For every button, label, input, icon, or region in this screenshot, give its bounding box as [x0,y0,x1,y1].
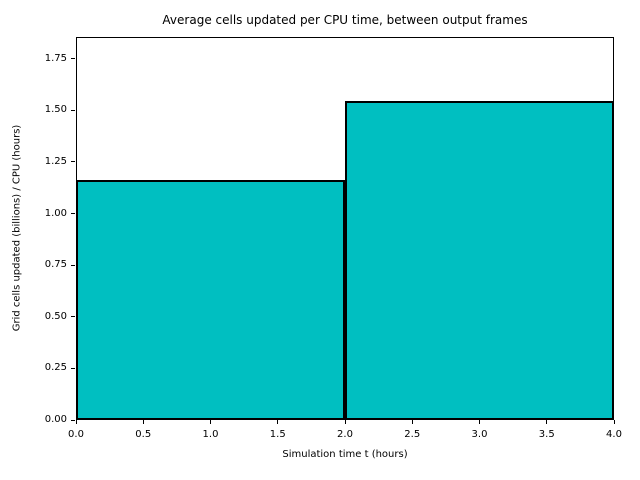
x-tick-label: 1.5 [269,429,286,440]
x-tick-mark [142,420,144,424]
x-tick-mark [613,420,615,424]
x-tick-mark [479,420,480,424]
y-tick-mark [71,213,75,215]
y-tick-mark [71,264,75,266]
x-tick-mark [210,420,211,424]
x-tick-label: 0.5 [135,429,152,440]
y-tick-mark [71,161,75,163]
y-tick-label: 1.50 [44,104,67,116]
y-tick-label: 0.25 [44,362,67,374]
x-axis-label: Simulation time t (hours) [282,449,408,460]
x-tick-mark [411,420,413,424]
x-tick-label: 3.5 [538,429,555,440]
bar [345,101,614,420]
y-tick-mark [71,419,75,421]
y-tick-mark [71,316,75,318]
y-tick-mark [71,367,75,369]
bar [76,180,345,420]
x-tick-mark [546,420,548,424]
x-tick-mark [344,420,346,424]
y-tick-label: 0.00 [44,414,67,425]
y-tick-mark [71,58,75,60]
x-tick-mark [75,420,77,424]
x-tick-label: 3.0 [471,429,488,440]
y-tick-label: 1.75 [44,52,67,64]
x-tick-label: 1.0 [202,429,219,440]
x-tick-label: 0.0 [68,429,84,440]
y-tick-label: 0.50 [44,310,67,322]
y-tick-label: 1.25 [44,155,67,167]
x-tick-label: 4.0 [606,429,622,440]
x-tick-label: 2.0 [337,429,353,440]
y-tick-label: 1.00 [44,207,67,219]
chart-title: Average cells updated per CPU time, betw… [162,13,528,27]
x-tick-label: 2.5 [404,429,421,440]
y-tick-label: 0.75 [44,259,67,271]
x-tick-mark [277,420,279,424]
y-tick-mark [71,109,75,111]
